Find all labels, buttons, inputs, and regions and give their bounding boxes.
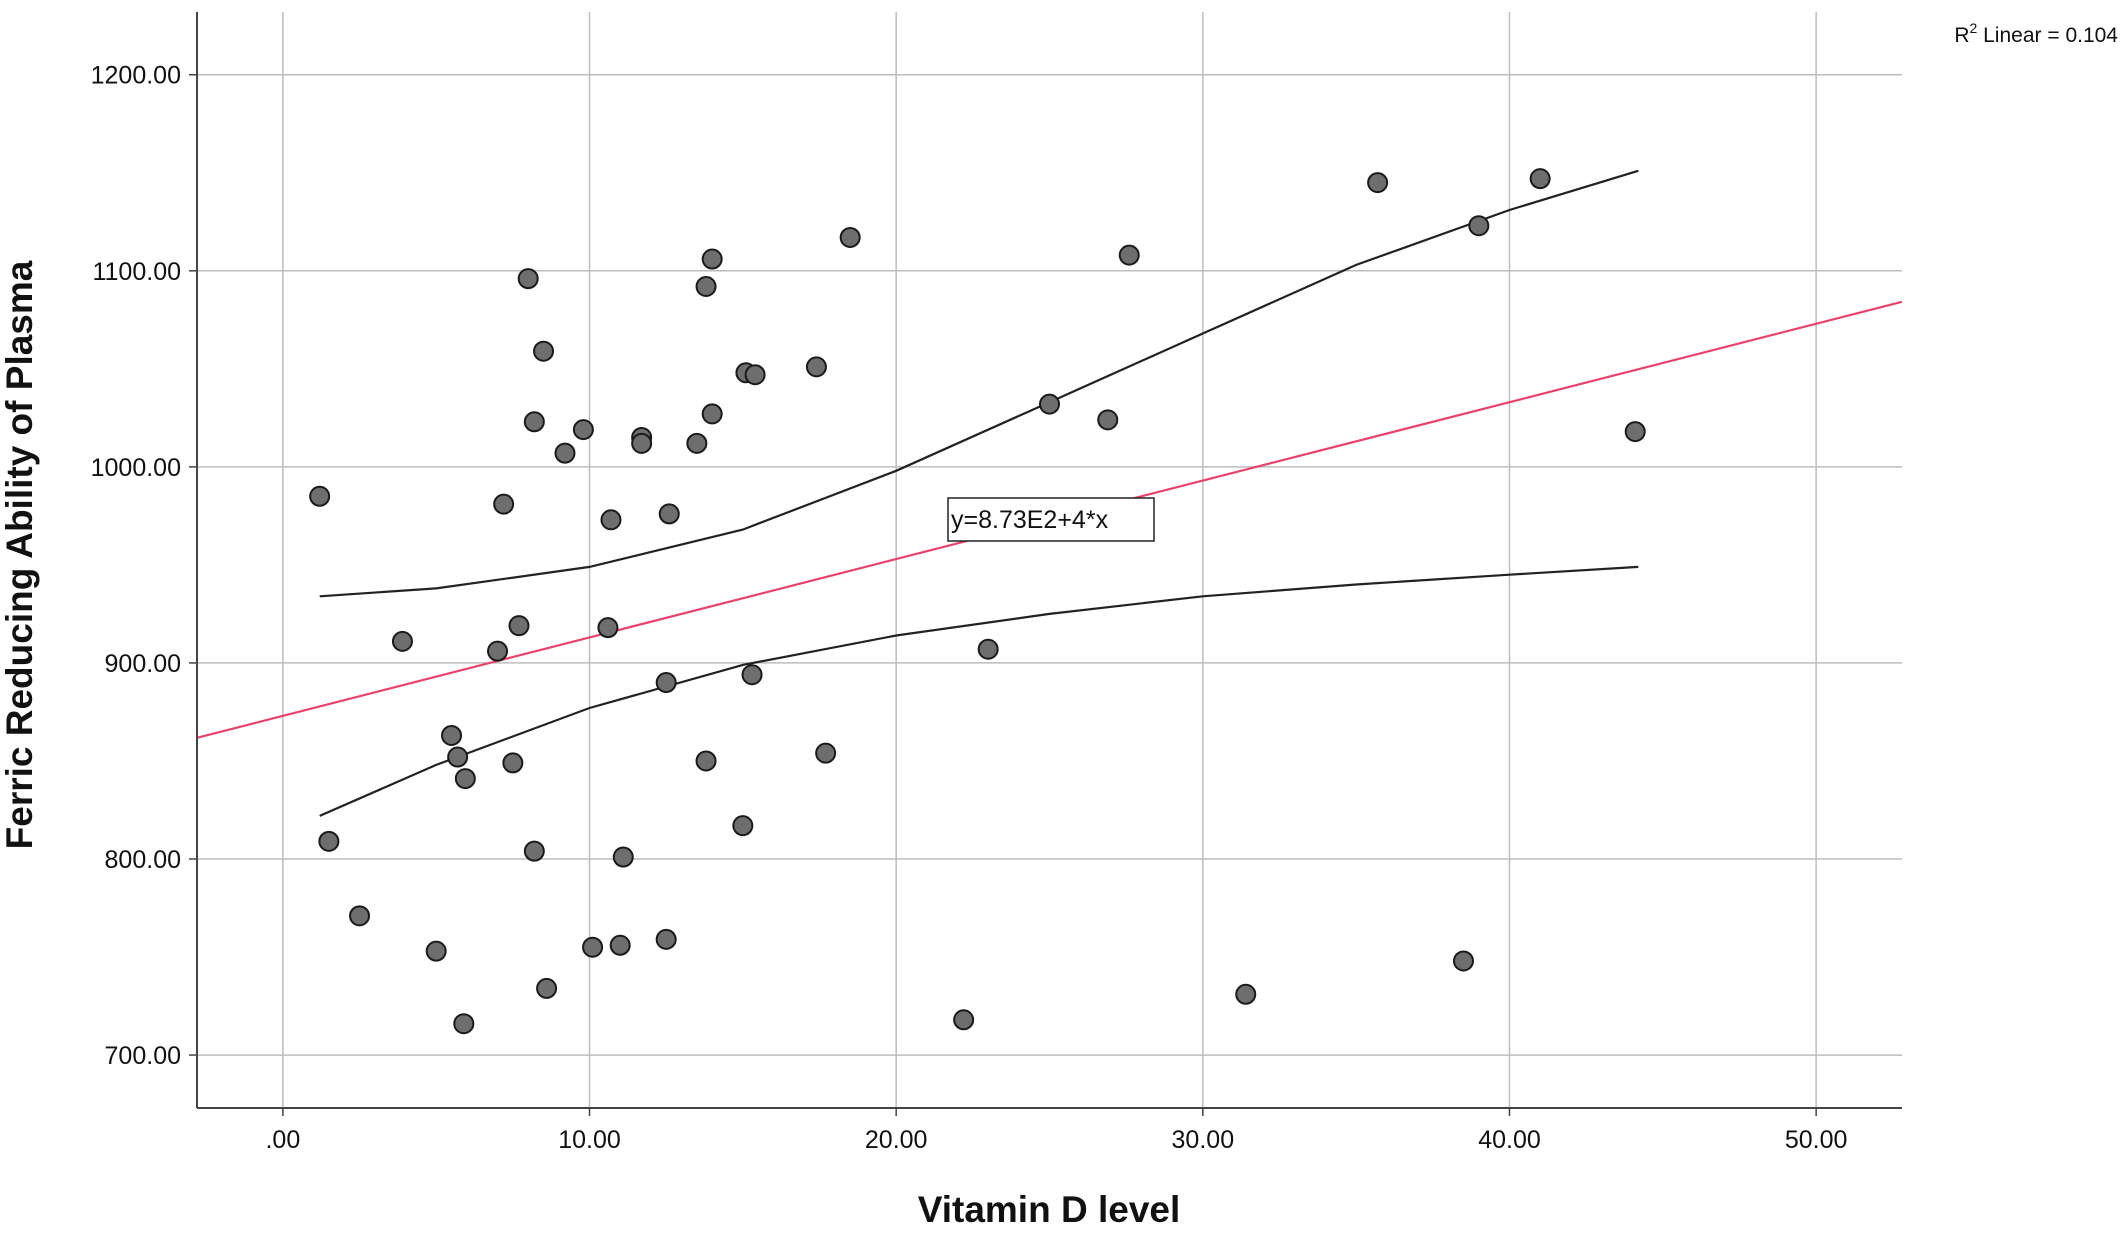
data-point <box>554 442 576 464</box>
y-tick-label: 800.00 <box>105 846 181 874</box>
r2-label-superscript: 2 <box>1970 20 1978 36</box>
data-point <box>701 403 723 425</box>
y-tick-label: 900.00 <box>105 650 181 678</box>
data-point <box>487 640 509 662</box>
y-tick-label: 700.00 <box>105 1042 181 1070</box>
data-point <box>318 830 340 852</box>
fit-equation-label: y=8.73E2+4*x <box>951 506 1109 534</box>
data-point <box>1367 172 1389 194</box>
x-tick-label: 30.00 <box>1172 1126 1235 1154</box>
r2-label: R2 Linear = 0.104 <box>1954 20 2118 47</box>
data-point <box>1468 215 1490 237</box>
grid <box>197 12 1902 1108</box>
y-tick-label: 1200.00 <box>91 62 181 90</box>
data-point <box>655 928 677 950</box>
data-point <box>1039 393 1060 415</box>
data-point <box>744 364 766 386</box>
tick-labels: .00 10.00 20.00 30.00 40.00 50.00 700.00 800.00… <box>91 62 1848 1154</box>
data-point <box>805 356 827 378</box>
data-point <box>533 340 555 362</box>
data-point <box>517 268 539 290</box>
data-point <box>441 724 463 746</box>
data-point <box>1452 950 1474 972</box>
data-point <box>502 752 524 774</box>
data-point <box>977 638 999 660</box>
data-points <box>309 168 1646 1035</box>
confidence-band <box>319 169 1639 817</box>
data-point <box>1235 983 1257 1005</box>
data-point <box>953 1009 975 1031</box>
confidence-band-upper <box>319 169 1639 598</box>
data-point <box>631 432 653 454</box>
data-point <box>1529 168 1551 190</box>
data-point <box>508 615 530 637</box>
x-tick-label: 10.00 <box>558 1126 621 1154</box>
data-point <box>572 419 594 441</box>
data-point <box>695 750 717 772</box>
x-tick-label: 40.00 <box>1478 1126 1541 1154</box>
data-point <box>1118 244 1140 266</box>
data-point <box>609 934 631 956</box>
x-tick-label: 20.00 <box>865 1126 928 1154</box>
data-point <box>523 411 545 433</box>
data-point <box>523 840 545 862</box>
data-point <box>1624 421 1646 443</box>
data-point <box>701 248 723 270</box>
data-point <box>582 936 604 958</box>
y-axis-title: Ferric Reducing Ability of Plasma <box>0 260 40 849</box>
fit-equation-frame <box>947 497 1155 542</box>
data-point <box>597 617 619 639</box>
data-point <box>453 1013 475 1035</box>
data-point <box>391 630 413 652</box>
x-axis-title: Vitamin D level <box>918 1189 1181 1230</box>
data-point <box>732 815 754 837</box>
x-tick-label: .00 <box>265 1126 300 1154</box>
data-point <box>1097 409 1119 431</box>
y-tick-label: 1000.00 <box>91 454 181 482</box>
data-point <box>839 226 861 248</box>
data-point <box>815 742 837 764</box>
data-point <box>493 493 515 515</box>
data-point <box>536 977 558 999</box>
data-point <box>454 768 476 790</box>
y-tick-label: 1100.00 <box>92 258 181 286</box>
data-point <box>686 432 708 454</box>
r2-label-text: Linear = 0.104 <box>1977 24 2118 47</box>
fit-equation-box: y=8.73E2+4*x <box>947 497 1155 542</box>
r2-label-base: R <box>1954 24 1969 47</box>
data-point <box>741 664 763 686</box>
data-point <box>695 275 717 297</box>
confidence-band-lower <box>319 565 1639 817</box>
plot-frame <box>189 12 1902 1116</box>
data-point <box>655 672 677 694</box>
data-point <box>349 905 371 927</box>
data-point <box>447 746 469 768</box>
data-point <box>612 846 634 868</box>
x-tick-label: 50.00 <box>1785 1126 1848 1154</box>
data-point <box>425 940 447 962</box>
data-point <box>600 509 622 531</box>
data-point <box>309 485 331 507</box>
data-point <box>658 503 680 525</box>
